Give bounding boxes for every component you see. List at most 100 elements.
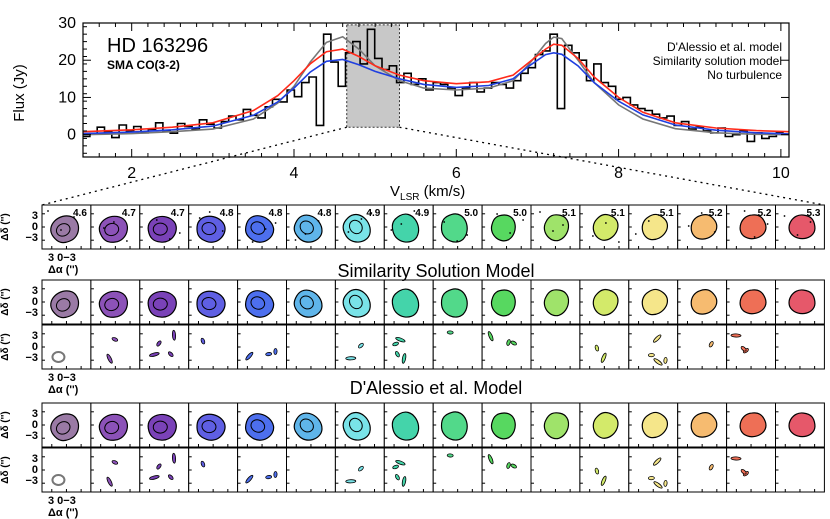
panel-frame xyxy=(139,324,190,370)
noise-dot xyxy=(317,220,320,222)
velocity-label: 4.8 xyxy=(269,208,283,219)
emission-contour xyxy=(440,288,468,318)
emission-contour xyxy=(342,411,371,441)
panel-frame xyxy=(628,324,679,370)
inner-contour xyxy=(201,420,217,434)
inner-contour xyxy=(349,417,363,433)
channel-panel: 4.8 xyxy=(237,204,288,250)
panel-frame xyxy=(775,447,825,493)
emission-contour xyxy=(50,290,80,319)
residual-contour xyxy=(446,453,454,458)
noise-dot xyxy=(592,235,594,237)
inner-contour xyxy=(250,419,266,433)
inner-contour xyxy=(152,420,168,434)
x-tick-label: 6 xyxy=(452,165,461,182)
channel-panel: 4.8 xyxy=(286,204,336,250)
noise-dot xyxy=(251,241,254,243)
channel-panel xyxy=(286,402,336,448)
channel-panel xyxy=(530,324,581,370)
y-tick-label: 10 xyxy=(58,89,76,106)
emission-contour xyxy=(342,288,371,318)
channel-panel xyxy=(139,279,190,325)
noise-dot xyxy=(103,227,105,229)
residual-contour xyxy=(487,331,494,342)
x-axis-label-unit: (km/s) xyxy=(419,183,465,200)
emission-contour xyxy=(244,413,275,441)
channel-panel xyxy=(237,402,288,448)
panel-frame xyxy=(530,324,581,370)
dec-axis-label: Δδ ('') xyxy=(0,213,11,240)
velocity-label: 5.2 xyxy=(709,208,723,219)
ra-axis-label: Δα ('') xyxy=(48,384,79,396)
dec-tick-label: 0 xyxy=(32,221,38,233)
y-tick-label: 0 xyxy=(67,127,76,144)
emission-contour xyxy=(690,412,718,438)
residual-contour xyxy=(200,460,206,468)
noise-dot xyxy=(47,210,49,212)
channel-panel xyxy=(432,447,483,493)
panel-frame xyxy=(188,447,239,493)
channel-panel xyxy=(237,324,288,370)
emission-contour xyxy=(293,412,323,441)
emission-contour xyxy=(543,412,570,440)
noise-dot xyxy=(443,221,446,223)
channel-panel xyxy=(334,324,385,370)
residual-contour xyxy=(600,475,607,486)
inner-contour xyxy=(201,222,217,236)
residual-contour xyxy=(594,344,600,352)
residual-contour xyxy=(273,471,278,478)
dec-tick-label: 3 xyxy=(32,330,38,342)
emission-contour xyxy=(98,413,129,441)
panel-frame xyxy=(41,324,92,370)
dec-tick-label: −3 xyxy=(25,430,38,442)
residual-contour xyxy=(345,356,357,361)
emission-contour xyxy=(490,289,516,317)
residual-contour xyxy=(171,329,177,341)
channel-panel xyxy=(628,447,679,493)
inner-contour xyxy=(299,220,314,235)
velocity-label: 5.0 xyxy=(464,208,478,219)
plot-frame xyxy=(82,22,790,158)
emission-contour xyxy=(739,214,767,240)
channel-panel xyxy=(481,279,532,325)
residual-contour xyxy=(506,339,511,346)
model-line-2 xyxy=(82,35,790,136)
chart-subtitle: SMA CO(3-2) xyxy=(107,58,180,72)
noise-dot xyxy=(294,239,297,241)
dec-tick-label: 0 xyxy=(32,464,38,476)
emission-contour xyxy=(293,289,323,318)
channel-panel xyxy=(530,447,581,493)
channel-panel: 5.1 xyxy=(628,204,679,250)
channel-panel xyxy=(41,447,92,493)
observed-spectrum-histogram xyxy=(82,28,784,143)
dec-tick-label: 0 xyxy=(32,419,38,431)
channel-panel xyxy=(383,402,434,448)
dec-tick-label: 3 xyxy=(32,285,38,297)
emission-contour xyxy=(391,288,420,318)
emission-contour xyxy=(244,290,275,318)
residual-contour xyxy=(653,334,662,343)
x-tick-label: 8 xyxy=(614,165,623,182)
inner-contour xyxy=(55,298,71,312)
x-tick-label: 4 xyxy=(290,165,299,182)
channel-panel: 5.1 xyxy=(530,204,581,250)
velocity-label: 5.3 xyxy=(806,208,820,219)
velocity-label: 4.7 xyxy=(122,208,136,219)
channel-panel xyxy=(188,402,239,448)
noise-dot xyxy=(634,233,637,235)
y-tick-label: 30 xyxy=(58,15,76,32)
y-tick-label: 20 xyxy=(58,52,76,69)
inner-contour xyxy=(55,223,71,237)
residual-contour xyxy=(401,353,407,364)
emission-contour xyxy=(342,213,371,243)
channel-panel xyxy=(41,402,92,448)
residual-contour xyxy=(265,352,273,357)
dec-axis-label: Δδ ('') xyxy=(0,333,11,360)
noise-dot xyxy=(274,222,277,224)
noise-dot xyxy=(347,231,350,233)
residual-contour xyxy=(345,479,357,484)
channel-panel: 5.2 xyxy=(677,204,728,250)
emission-contour xyxy=(50,413,80,442)
channel-panel xyxy=(188,447,239,493)
dec-tick-label: 3 xyxy=(32,408,38,420)
